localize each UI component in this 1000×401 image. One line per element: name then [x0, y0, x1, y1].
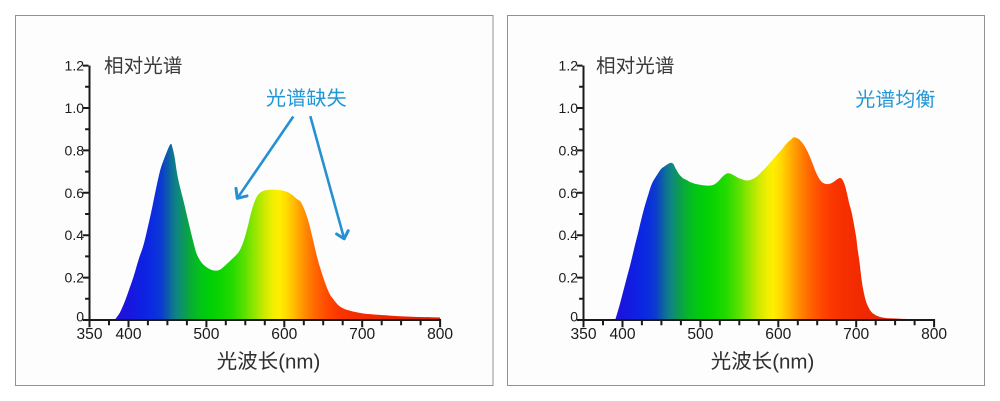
- svg-text:400: 400: [609, 326, 635, 343]
- svg-text:350: 350: [76, 326, 102, 343]
- svg-text:350: 350: [570, 326, 596, 343]
- svg-text:0.6: 0.6: [559, 185, 579, 201]
- svg-text:800: 800: [921, 326, 947, 343]
- svg-text:500: 500: [193, 326, 219, 343]
- svg-text:800: 800: [427, 326, 453, 343]
- svg-text:700: 700: [349, 326, 375, 343]
- svg-text:1.0: 1.0: [559, 100, 579, 116]
- svg-text:0: 0: [76, 308, 84, 324]
- svg-text:0.2: 0.2: [559, 270, 579, 286]
- svg-text:1.2: 1.2: [65, 58, 85, 74]
- svg-text:500: 500: [687, 326, 713, 343]
- svg-text:0.2: 0.2: [65, 270, 85, 286]
- svg-text:0.8: 0.8: [65, 142, 85, 158]
- svg-text:600: 600: [271, 326, 297, 343]
- svg-text:700: 700: [843, 326, 869, 343]
- svg-text:600: 600: [765, 326, 791, 343]
- svg-text:(nm): (nm): [772, 350, 814, 373]
- svg-text:400: 400: [115, 326, 141, 343]
- svg-text:1.0: 1.0: [65, 100, 85, 116]
- svg-text:0.6: 0.6: [65, 185, 85, 201]
- svg-text:0.4: 0.4: [559, 227, 579, 243]
- svg-text:1.2: 1.2: [559, 58, 579, 74]
- svg-text:0.4: 0.4: [65, 227, 85, 243]
- svg-text:(nm): (nm): [278, 350, 320, 373]
- svg-text:0: 0: [570, 308, 578, 324]
- svg-text:0.8: 0.8: [559, 142, 579, 158]
